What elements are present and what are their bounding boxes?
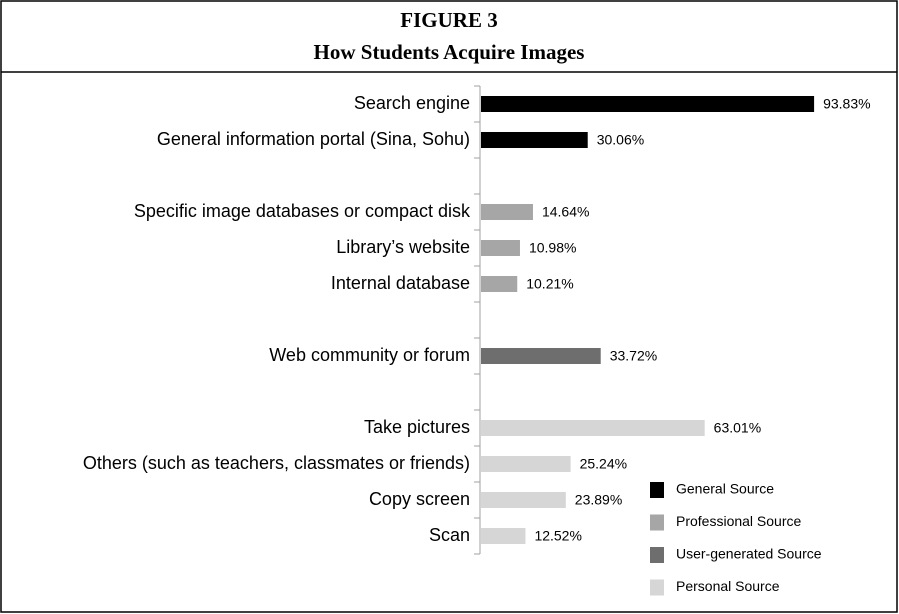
bar: [481, 240, 520, 256]
legend-swatch: [650, 547, 664, 563]
y-tick-label: General information portal (Sina, Sohu): [157, 129, 470, 149]
legend-swatch: [650, 579, 664, 596]
y-tick-label: Internal database: [331, 273, 470, 293]
legend-label: General Source: [676, 481, 774, 497]
data-label: 63.01%: [714, 420, 761, 436]
y-tick-label: Scan: [429, 525, 470, 545]
legend-swatch: [650, 514, 664, 531]
data-label: 23.89%: [575, 492, 622, 508]
data-label: 25.24%: [580, 456, 627, 472]
bar: [481, 132, 588, 148]
legend-label: Personal Source: [676, 578, 780, 594]
data-label: 12.52%: [534, 528, 581, 544]
data-label: 93.83%: [823, 96, 870, 112]
bar: [481, 456, 571, 472]
bar: [481, 96, 815, 112]
y-tick-label: Search engine: [354, 93, 470, 113]
data-label: 10.21%: [526, 276, 573, 292]
y-tick-label: Web community or forum: [269, 345, 470, 365]
data-label: 33.72%: [610, 348, 657, 364]
data-label: 10.98%: [529, 240, 576, 256]
y-tick-label: Take pictures: [364, 417, 470, 437]
bar: [481, 204, 533, 220]
legend-label: User-generated Source: [676, 546, 822, 562]
legend-swatch: [650, 482, 664, 498]
y-tick-label: Library’s website: [336, 237, 470, 257]
bar: [481, 276, 518, 292]
bar: [481, 348, 601, 364]
bar: [481, 420, 705, 436]
bar: [481, 492, 566, 508]
bar: [481, 528, 526, 544]
data-label: 30.06%: [597, 132, 644, 148]
data-label: 14.64%: [542, 204, 589, 220]
legend-label: Professional Source: [676, 513, 802, 529]
y-tick-label: Others (such as teachers, classmates or …: [83, 453, 470, 473]
y-tick-label: Specific image databases or compact disk: [134, 201, 471, 221]
y-tick-label: Copy screen: [369, 489, 470, 509]
chart-subtitle: How Students Acquire Images: [314, 40, 585, 64]
chart-title: FIGURE 3: [400, 8, 497, 32]
